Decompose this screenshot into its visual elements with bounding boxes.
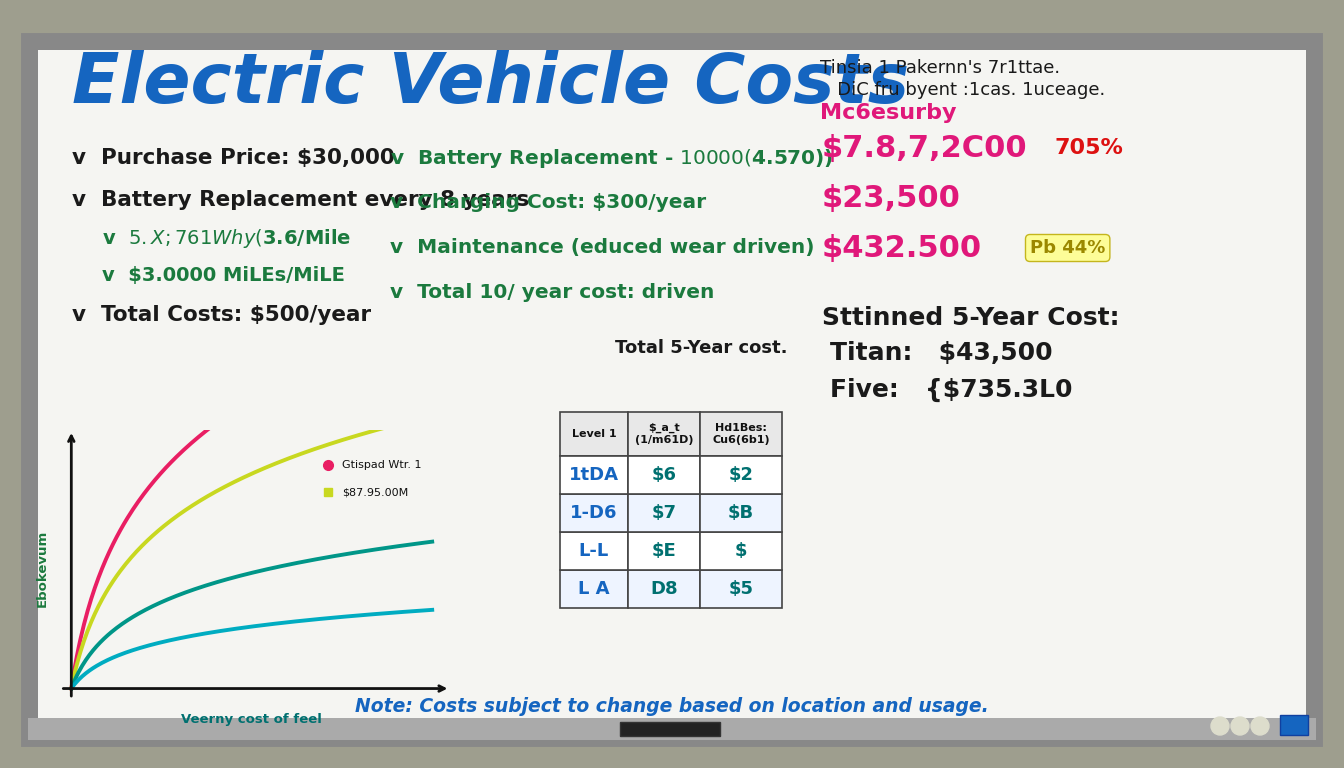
- Text: Electric Vehicle Costs: Electric Vehicle Costs: [73, 49, 909, 117]
- Text: $2: $2: [728, 466, 754, 484]
- FancyBboxPatch shape: [28, 40, 1316, 740]
- Circle shape: [1251, 717, 1269, 735]
- Text: $: $: [735, 542, 747, 560]
- Bar: [28, 718, 1316, 740]
- Bar: [628, 412, 700, 456]
- Bar: [560, 570, 628, 608]
- Bar: [628, 532, 700, 570]
- Bar: [700, 494, 782, 532]
- Text: 1tDA: 1tDA: [569, 466, 620, 484]
- Text: Five:   {$735.3L0: Five: {$735.3L0: [831, 378, 1073, 402]
- Text: Mc6esurby: Mc6esurby: [820, 103, 957, 123]
- Bar: [700, 456, 782, 494]
- Bar: [628, 494, 700, 532]
- Text: Total 5-Year cost.: Total 5-Year cost.: [616, 339, 788, 357]
- Text: $B: $B: [728, 504, 754, 522]
- Text: $6: $6: [652, 466, 676, 484]
- Text: Veerny cost of feel: Veerny cost of feel: [181, 713, 323, 726]
- Bar: [1279, 715, 1308, 735]
- Text: v  Total 10/ year cost: driven: v Total 10/ year cost: driven: [390, 283, 715, 303]
- Text: Hd1Bes:
Cu6(6b1): Hd1Bes: Cu6(6b1): [712, 423, 770, 445]
- Bar: [700, 570, 782, 608]
- Text: v  $5.X;761 Why ($3.6/Mile: v $5.X;761 Why ($3.6/Mile: [102, 227, 351, 250]
- Text: v  Purchase Price: $30,000: v Purchase Price: $30,000: [73, 148, 395, 168]
- Text: L A: L A: [578, 580, 610, 598]
- Text: DiC fru byent :1cas. 1uceage.: DiC fru byent :1cas. 1uceage.: [820, 81, 1105, 99]
- Text: $87.95.00M: $87.95.00M: [341, 487, 409, 497]
- FancyBboxPatch shape: [38, 50, 1306, 730]
- Text: 705%: 705%: [1055, 138, 1124, 158]
- Bar: [700, 532, 782, 570]
- Text: Tinsia 1 Pakernn's 7r1ttae.: Tinsia 1 Pakernn's 7r1ttae.: [820, 59, 1060, 77]
- Text: L-L: L-L: [579, 542, 609, 560]
- Text: $432.500: $432.500: [823, 233, 982, 263]
- Text: v  Battery Replacement - $10000 ($4.570)): v Battery Replacement - $10000 ($4.570)): [390, 147, 833, 170]
- Bar: [628, 570, 700, 608]
- Text: D8: D8: [650, 580, 677, 598]
- Bar: [560, 494, 628, 532]
- Text: $5: $5: [728, 580, 754, 598]
- Bar: [560, 412, 628, 456]
- Text: $_a_t
(1/m61D): $_a_t (1/m61D): [634, 423, 694, 445]
- Text: Ebokevum: Ebokevum: [36, 529, 48, 607]
- Text: v  Battery Replacement every 8 years: v Battery Replacement every 8 years: [73, 190, 530, 210]
- Text: Level 1: Level 1: [571, 429, 617, 439]
- Text: v  Charging Cost: $300/year: v Charging Cost: $300/year: [390, 194, 706, 213]
- Circle shape: [1211, 717, 1228, 735]
- Text: Gtispad Wtr. 1: Gtispad Wtr. 1: [341, 459, 422, 469]
- Text: Sttinned 5-Year Cost:: Sttinned 5-Year Cost:: [823, 306, 1120, 330]
- Text: v  Maintenance (educed wear driven): v Maintenance (educed wear driven): [390, 239, 814, 257]
- Circle shape: [1231, 717, 1249, 735]
- Text: v  Total Costs: $500/year: v Total Costs: $500/year: [73, 305, 371, 325]
- Bar: [628, 456, 700, 494]
- Bar: [620, 722, 720, 736]
- Text: Pb 44%: Pb 44%: [1030, 239, 1105, 257]
- Bar: [560, 456, 628, 494]
- Text: $23,500: $23,500: [823, 184, 961, 213]
- Text: Titan:   $43,500: Titan: $43,500: [831, 341, 1052, 365]
- Text: $7.8,7,2C00: $7.8,7,2C00: [823, 134, 1028, 163]
- Bar: [560, 532, 628, 570]
- Text: v  $3.0000 MiLEs/MiLE: v $3.0000 MiLEs/MiLE: [102, 266, 345, 284]
- Text: $7: $7: [652, 504, 676, 522]
- Text: $E: $E: [652, 542, 676, 560]
- Text: Note: Costs subject to change based on location and usage.: Note: Costs subject to change based on l…: [355, 697, 989, 716]
- Text: 1-D6: 1-D6: [570, 504, 618, 522]
- Bar: [700, 412, 782, 456]
